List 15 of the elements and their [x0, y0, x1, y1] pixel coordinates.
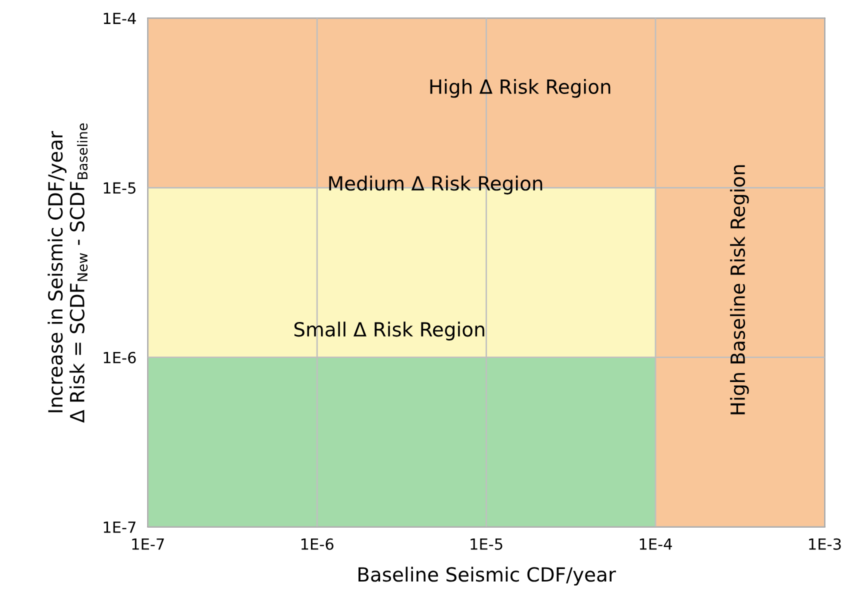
annotation: High Baseline Risk Region [730, 165, 749, 414]
annotation: High Δ Risk Region [430, 78, 610, 98]
annotation: Medium Δ Risk Region [329, 176, 542, 194]
annotation: Small Δ Risk Region [294, 322, 484, 340]
x-tick-label: 1E-7 [132, 538, 164, 550]
x-tick-label: 1E-5 [470, 538, 502, 550]
y-tick-label: 1E-7 [104, 522, 136, 533]
x-tick-label: 1E-4 [640, 538, 672, 550]
y-axis-title: Increase in Seismic CDF/year Δ Risk = SCDF$_{New}$ - SCDF$_{Baseline}$ [48, 123, 88, 423]
y-tick-label: 1E-4 [104, 12, 136, 24]
y-tick-label: 1E-5 [104, 182, 136, 194]
x-axis-title: Baseline Seismic CDF/year [358, 566, 616, 586]
x-tick-label: 1E-3 [809, 538, 841, 550]
y-tick-label: 1E-6 [104, 352, 136, 364]
x-tick-label: 1E-6 [301, 538, 334, 550]
